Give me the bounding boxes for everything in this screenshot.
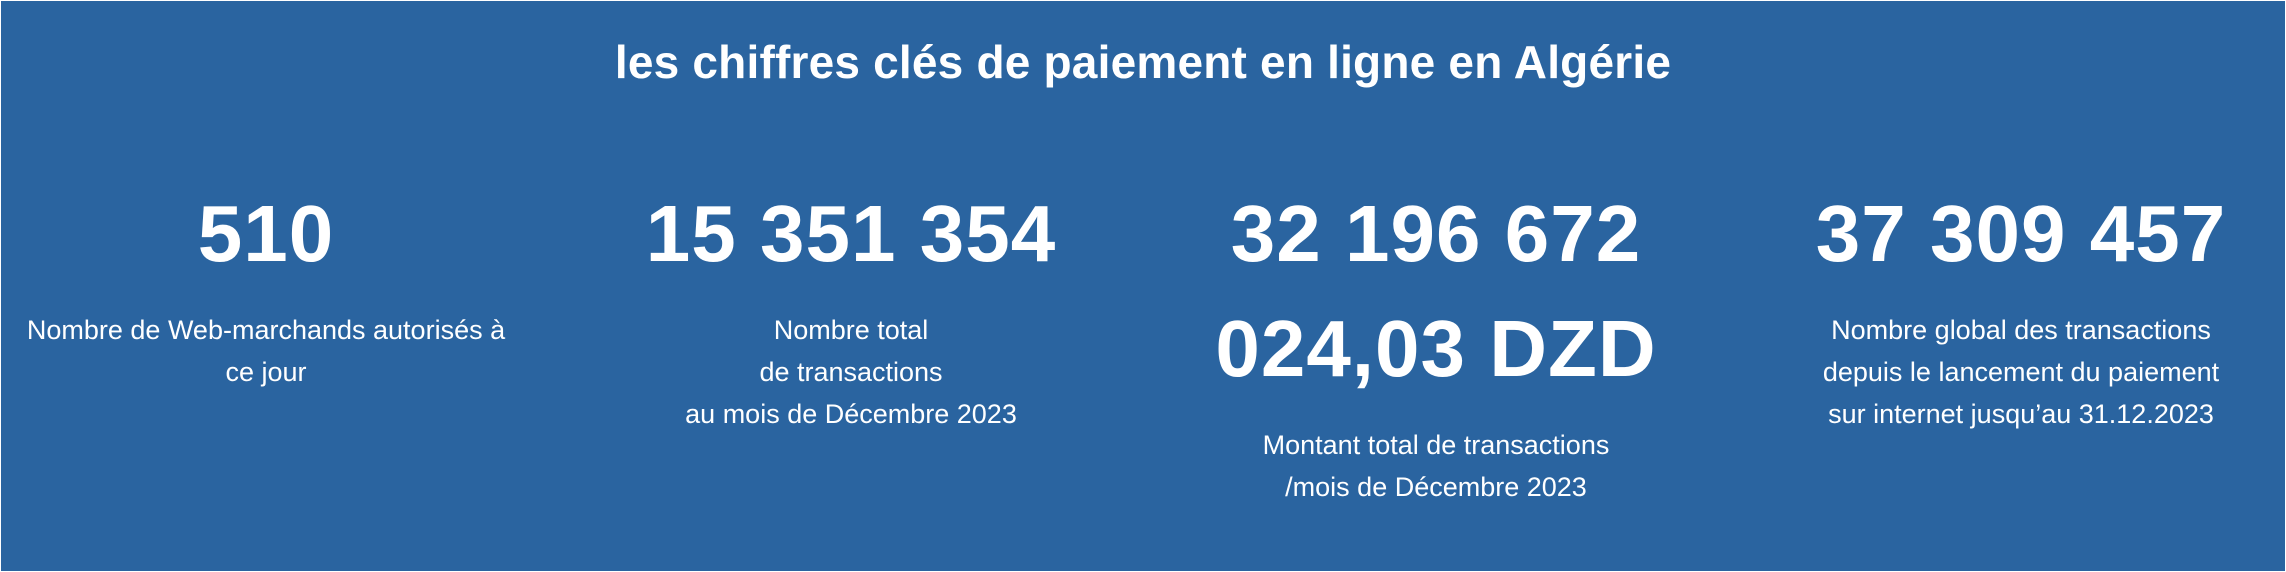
- stat-description: Nombre total de transactions au mois de …: [685, 315, 1017, 429]
- stat-description: Nombre global des transactions depuis le…: [1822, 315, 2220, 429]
- stat-value: 15 351 354: [645, 189, 1057, 278]
- stat-monthly-transactions: 15 351 354 Nombre total de transactions …: [591, 176, 1111, 435]
- stat-total-transactions: 37 309 457 Nombre global des transaction…: [1761, 176, 2281, 435]
- stat-value: 510: [197, 189, 335, 278]
- stat-value: 32 196 672 024,03 DZD: [1215, 189, 1657, 393]
- stat-description: Montant total de transactions /mois de D…: [1262, 430, 1610, 502]
- stat-value: 37 309 457: [1815, 189, 2227, 278]
- stat-web-merchants: 510 Nombre de Web-marchands autorisés à …: [1, 176, 531, 393]
- page-title: les chiffres clés de paiement en ligne e…: [614, 36, 1672, 88]
- stat-description: Nombre de Web-marchands autorisés à ce j…: [26, 315, 506, 387]
- stat-monthly-amount: 32 196 672 024,03 DZD Montant total de t…: [1171, 176, 1701, 508]
